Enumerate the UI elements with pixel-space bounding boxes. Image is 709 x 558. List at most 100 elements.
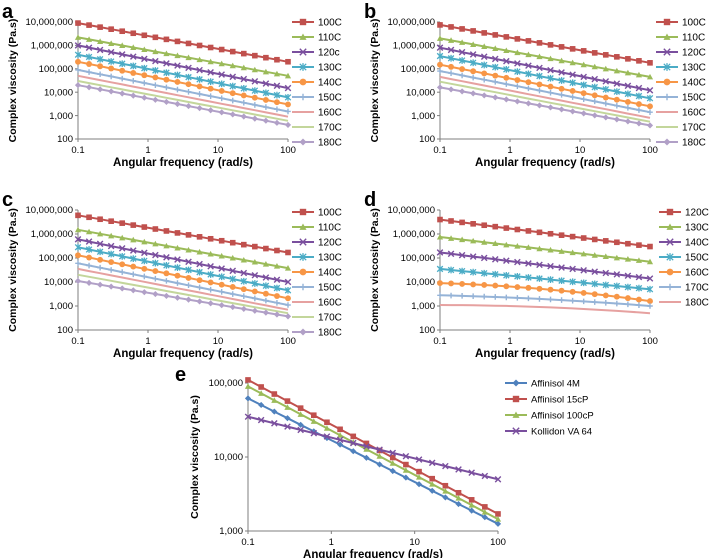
data-point bbox=[636, 107, 642, 113]
data-point bbox=[503, 241, 510, 248]
x-tick-label: 100 bbox=[642, 145, 658, 156]
data-point bbox=[97, 63, 104, 70]
data-point bbox=[337, 426, 343, 433]
data-point bbox=[163, 60, 170, 67]
data-point bbox=[636, 242, 642, 248]
data-point bbox=[119, 234, 126, 241]
data-point bbox=[448, 24, 454, 30]
data-point bbox=[635, 92, 643, 100]
data-point bbox=[363, 443, 370, 450]
data-point bbox=[481, 43, 488, 49]
series-180c bbox=[74, 277, 292, 320]
series-line bbox=[77, 74, 289, 118]
data-point bbox=[185, 54, 192, 61]
legend-label: 170C bbox=[682, 123, 706, 134]
data-point bbox=[229, 267, 237, 275]
data-point bbox=[185, 232, 192, 238]
data-point bbox=[481, 30, 488, 36]
data-point bbox=[97, 230, 104, 237]
data-point bbox=[262, 274, 270, 281]
data-point bbox=[284, 84, 292, 92]
data-point bbox=[185, 64, 192, 72]
data-point bbox=[558, 69, 565, 76]
data-point bbox=[536, 285, 543, 292]
data-point bbox=[258, 390, 265, 396]
data-point bbox=[97, 24, 103, 30]
x-tick-label: 1 bbox=[329, 537, 334, 548]
data-point bbox=[196, 66, 203, 74]
data-point bbox=[402, 452, 410, 460]
legend-label: 150C bbox=[682, 93, 706, 104]
series-line bbox=[77, 228, 289, 270]
data-point bbox=[591, 291, 598, 298]
data-point bbox=[613, 116, 620, 123]
data-point bbox=[481, 282, 488, 288]
data-point bbox=[251, 115, 258, 122]
data-point bbox=[174, 280, 181, 286]
data-point bbox=[262, 97, 269, 103]
data-point bbox=[141, 265, 148, 272]
data-point bbox=[130, 44, 137, 51]
data-point bbox=[119, 285, 126, 292]
data-point bbox=[470, 237, 477, 244]
legend-label: 180C bbox=[318, 138, 342, 149]
legend-swatch-marker bbox=[666, 208, 674, 216]
series-170c bbox=[437, 292, 653, 309]
panel-label-d: d bbox=[364, 189, 376, 211]
y-tick-label: 100,000 bbox=[39, 64, 73, 75]
data-point bbox=[96, 55, 104, 63]
y-tick-label: 100 bbox=[419, 325, 435, 336]
data-point bbox=[285, 101, 291, 108]
y-tick-label: 100 bbox=[57, 134, 73, 145]
legend-swatch-marker bbox=[512, 427, 520, 435]
legend-label: 110C bbox=[318, 33, 341, 44]
data-point bbox=[470, 90, 477, 97]
data-point bbox=[240, 50, 247, 57]
data-point bbox=[536, 245, 543, 252]
data-point bbox=[258, 384, 264, 390]
legend-swatch-marker bbox=[299, 18, 307, 26]
legend-swatch-marker bbox=[512, 379, 520, 387]
data-point bbox=[480, 53, 488, 60]
series-150c bbox=[437, 68, 653, 115]
data-point bbox=[130, 62, 137, 70]
data-point bbox=[547, 89, 554, 96]
series-180c bbox=[74, 82, 292, 128]
data-point bbox=[635, 84, 643, 92]
data-point bbox=[481, 70, 488, 77]
data-point bbox=[558, 44, 565, 50]
data-point bbox=[130, 236, 137, 243]
data-point bbox=[480, 269, 488, 277]
data-point bbox=[458, 267, 466, 275]
data-point bbox=[274, 56, 280, 63]
data-point bbox=[580, 289, 587, 296]
data-point bbox=[251, 280, 259, 287]
data-point bbox=[218, 302, 225, 309]
data-point bbox=[613, 254, 620, 261]
data-point bbox=[251, 288, 258, 295]
data-point bbox=[514, 77, 521, 83]
legend-label: 100C bbox=[318, 208, 342, 219]
legend-swatch-marker bbox=[663, 93, 671, 101]
data-point bbox=[525, 100, 532, 107]
data-point bbox=[547, 230, 554, 237]
data-point bbox=[229, 48, 236, 55]
data-point bbox=[207, 78, 214, 86]
data-point bbox=[536, 229, 543, 236]
data-point bbox=[646, 94, 654, 102]
data-point bbox=[569, 46, 576, 52]
data-point bbox=[547, 42, 554, 48]
legend-swatch-marker bbox=[666, 268, 674, 276]
x-axis-title: Angular frequency (rad/s) bbox=[113, 157, 253, 169]
data-point bbox=[455, 489, 462, 496]
data-point bbox=[558, 106, 565, 113]
data-point bbox=[74, 82, 82, 89]
data-point bbox=[75, 20, 81, 26]
y-tick-label: 10,000 bbox=[214, 452, 243, 463]
panel-c: 100 1,000 10,000 100,000 1,000,000 10,000,000… bbox=[7, 205, 342, 360]
data-point bbox=[118, 252, 126, 260]
data-point bbox=[207, 250, 214, 257]
data-point bbox=[624, 118, 631, 125]
data-point bbox=[207, 58, 214, 65]
data-point bbox=[514, 284, 521, 290]
